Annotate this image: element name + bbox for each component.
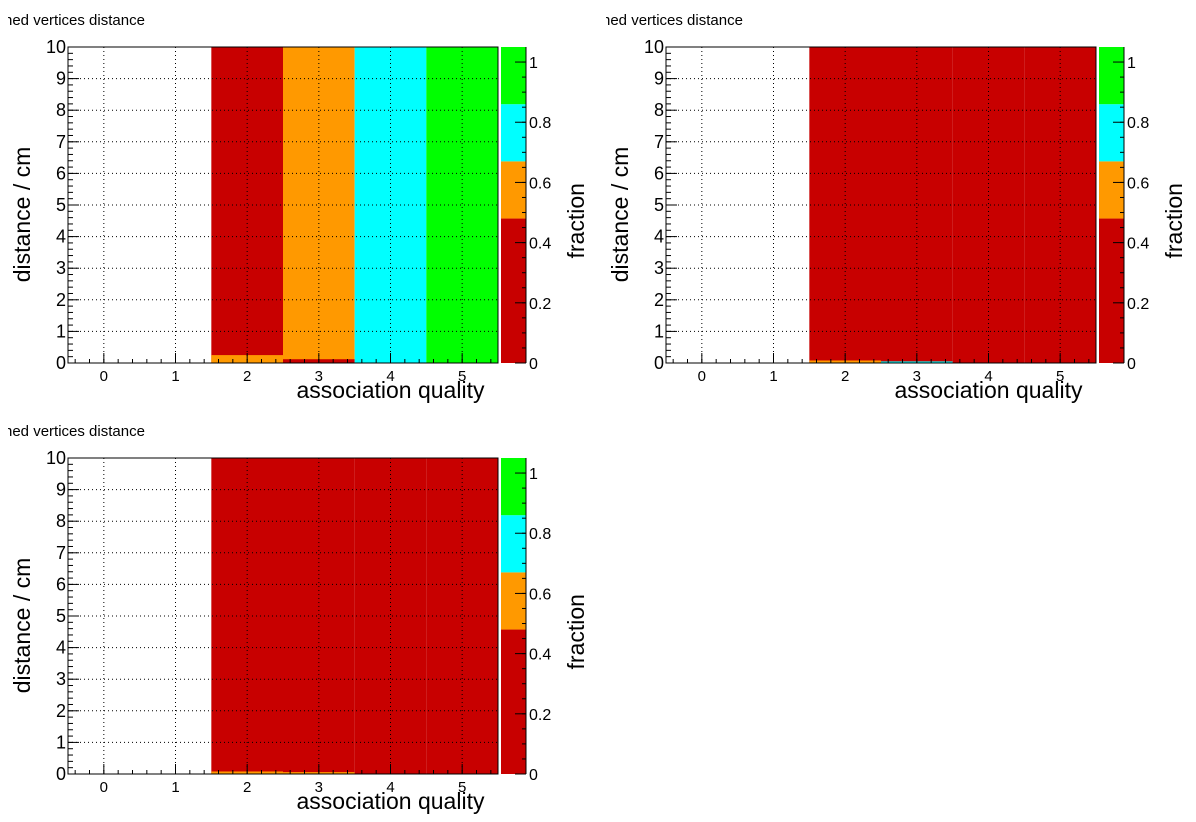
palette-tick-label: 0.6 xyxy=(529,586,551,603)
y-axis-label: distance / cm xyxy=(9,147,35,282)
y-tick-label: 1 xyxy=(56,732,66,752)
palette-band xyxy=(501,572,526,630)
heatmap-pad-2: ned vertices distance 0 1 2 3 4 5 0 1 2 3 4 5 6 7 8 9 10… xyxy=(598,0,1196,411)
palette-band xyxy=(1099,161,1124,219)
y-tick-label: 2 xyxy=(56,290,66,310)
palette-band xyxy=(501,458,526,516)
y-tick-label: 1 xyxy=(56,321,66,341)
y-tick-label: 7 xyxy=(654,132,664,152)
y-tick-label: 2 xyxy=(654,290,664,310)
y-tick-label: 3 xyxy=(56,669,66,689)
palette-tick-label: 0.4 xyxy=(529,236,551,253)
palette-axis-label: fraction xyxy=(1161,183,1187,258)
palette-band xyxy=(501,629,526,774)
y-axis-label: distance / cm xyxy=(9,558,35,694)
x-tick-label: 3 xyxy=(315,368,323,385)
y-tick-label: 4 xyxy=(654,227,664,247)
y-tick-label: 6 xyxy=(56,163,66,183)
y-tick-label: 7 xyxy=(56,543,66,563)
palette-tick-label: 0 xyxy=(529,356,538,373)
palette-tick-label: 0.4 xyxy=(529,647,551,664)
palette-band xyxy=(1099,104,1124,162)
y-tick-label: 10 xyxy=(644,37,664,57)
x-tick-label: 4 xyxy=(386,368,394,385)
palette-tick-label: 0.8 xyxy=(529,526,551,543)
heatmap-pad-3: ned vertices distance 0 1 2 3 4 5 0 1 2 3 4 5 6 7 8 9 10… xyxy=(0,411,598,822)
x-tick-label: 2 xyxy=(841,368,849,385)
x-tick-label: 3 xyxy=(315,779,323,796)
chart-title: ned vertices distance xyxy=(4,12,145,29)
palette-tick-label: 0.2 xyxy=(529,707,551,724)
palette-band xyxy=(1099,218,1124,363)
y-tick-label: 9 xyxy=(654,69,664,89)
x-tick-label: 2 xyxy=(243,368,251,385)
palette-band xyxy=(501,218,526,363)
y-tick-label: 0 xyxy=(56,353,66,373)
x-tick-label: 1 xyxy=(171,368,179,385)
palette-tick-label: 0.8 xyxy=(529,115,551,132)
x-tick-label: 2 xyxy=(243,779,251,796)
chart-title: ned vertices distance xyxy=(602,12,743,29)
y-tick-label: 3 xyxy=(56,258,66,278)
y-tick-label: 5 xyxy=(654,195,664,215)
y-tick-label: 5 xyxy=(56,606,66,626)
y-tick-label: 10 xyxy=(46,37,66,57)
x-tick-label: 5 xyxy=(458,779,466,796)
palette-tick-label: 0.8 xyxy=(1127,115,1149,132)
y-tick-label: 8 xyxy=(56,511,66,531)
x-axis-label: association quality xyxy=(895,377,1083,403)
palette-tick-label: 1 xyxy=(529,466,538,483)
palette-tick-label: 1 xyxy=(1127,55,1136,72)
y-tick-label: 2 xyxy=(56,701,66,721)
y-tick-label: 9 xyxy=(56,69,66,89)
y-tick-label: 6 xyxy=(654,163,664,183)
palette-axis-label: fraction xyxy=(563,183,589,258)
y-tick-label: 8 xyxy=(654,100,664,120)
x-tick-label: 4 xyxy=(386,779,394,796)
palette-band xyxy=(1099,47,1124,105)
x-tick-label: 5 xyxy=(1056,368,1064,385)
palette-tick-label: 0 xyxy=(529,767,538,784)
palette-band xyxy=(501,161,526,219)
y-tick-label: 6 xyxy=(56,574,66,594)
x-axis-label: association quality xyxy=(297,377,485,403)
x-axis-label: association quality xyxy=(297,788,485,814)
y-tick-label: 8 xyxy=(56,100,66,120)
palette-tick-label: 0.6 xyxy=(529,175,551,192)
palette-tick-label: 0.4 xyxy=(1127,236,1149,253)
palette-axis-label: fraction xyxy=(563,594,589,669)
palette-band xyxy=(501,515,526,573)
heatmap-pad-1: ned vertices distance 0 1 2 3 4 5 0 1 2 3 4 5 6 7 8 9 10… xyxy=(0,0,598,411)
y-tick-label: 4 xyxy=(56,638,66,658)
x-tick-label: 4 xyxy=(984,368,992,385)
x-tick-label: 1 xyxy=(769,368,777,385)
x-tick-label: 0 xyxy=(698,368,706,385)
y-tick-label: 7 xyxy=(56,132,66,152)
y-tick-label: 4 xyxy=(56,227,66,247)
y-tick-label: 3 xyxy=(654,258,664,278)
palette-band xyxy=(501,47,526,105)
x-tick-label: 3 xyxy=(913,368,921,385)
palette-tick-label: 0 xyxy=(1127,356,1136,373)
x-tick-label: 5 xyxy=(458,368,466,385)
y-axis-label: distance / cm xyxy=(607,147,633,282)
y-tick-label: 10 xyxy=(46,448,66,468)
y-tick-label: 0 xyxy=(56,764,66,784)
chart-title: ned vertices distance xyxy=(4,423,145,440)
x-tick-label: 0 xyxy=(100,368,108,385)
x-tick-label: 1 xyxy=(171,779,179,796)
y-tick-label: 0 xyxy=(654,353,664,373)
x-tick-label: 0 xyxy=(100,779,108,796)
palette-tick-label: 0.2 xyxy=(1127,296,1149,313)
palette-tick-label: 0.2 xyxy=(529,296,551,313)
palette-tick-label: 0.6 xyxy=(1127,175,1149,192)
y-tick-label: 1 xyxy=(654,321,664,341)
y-tick-label: 9 xyxy=(56,480,66,500)
palette-band xyxy=(501,104,526,162)
y-tick-label: 5 xyxy=(56,195,66,215)
palette-tick-label: 1 xyxy=(529,55,538,72)
